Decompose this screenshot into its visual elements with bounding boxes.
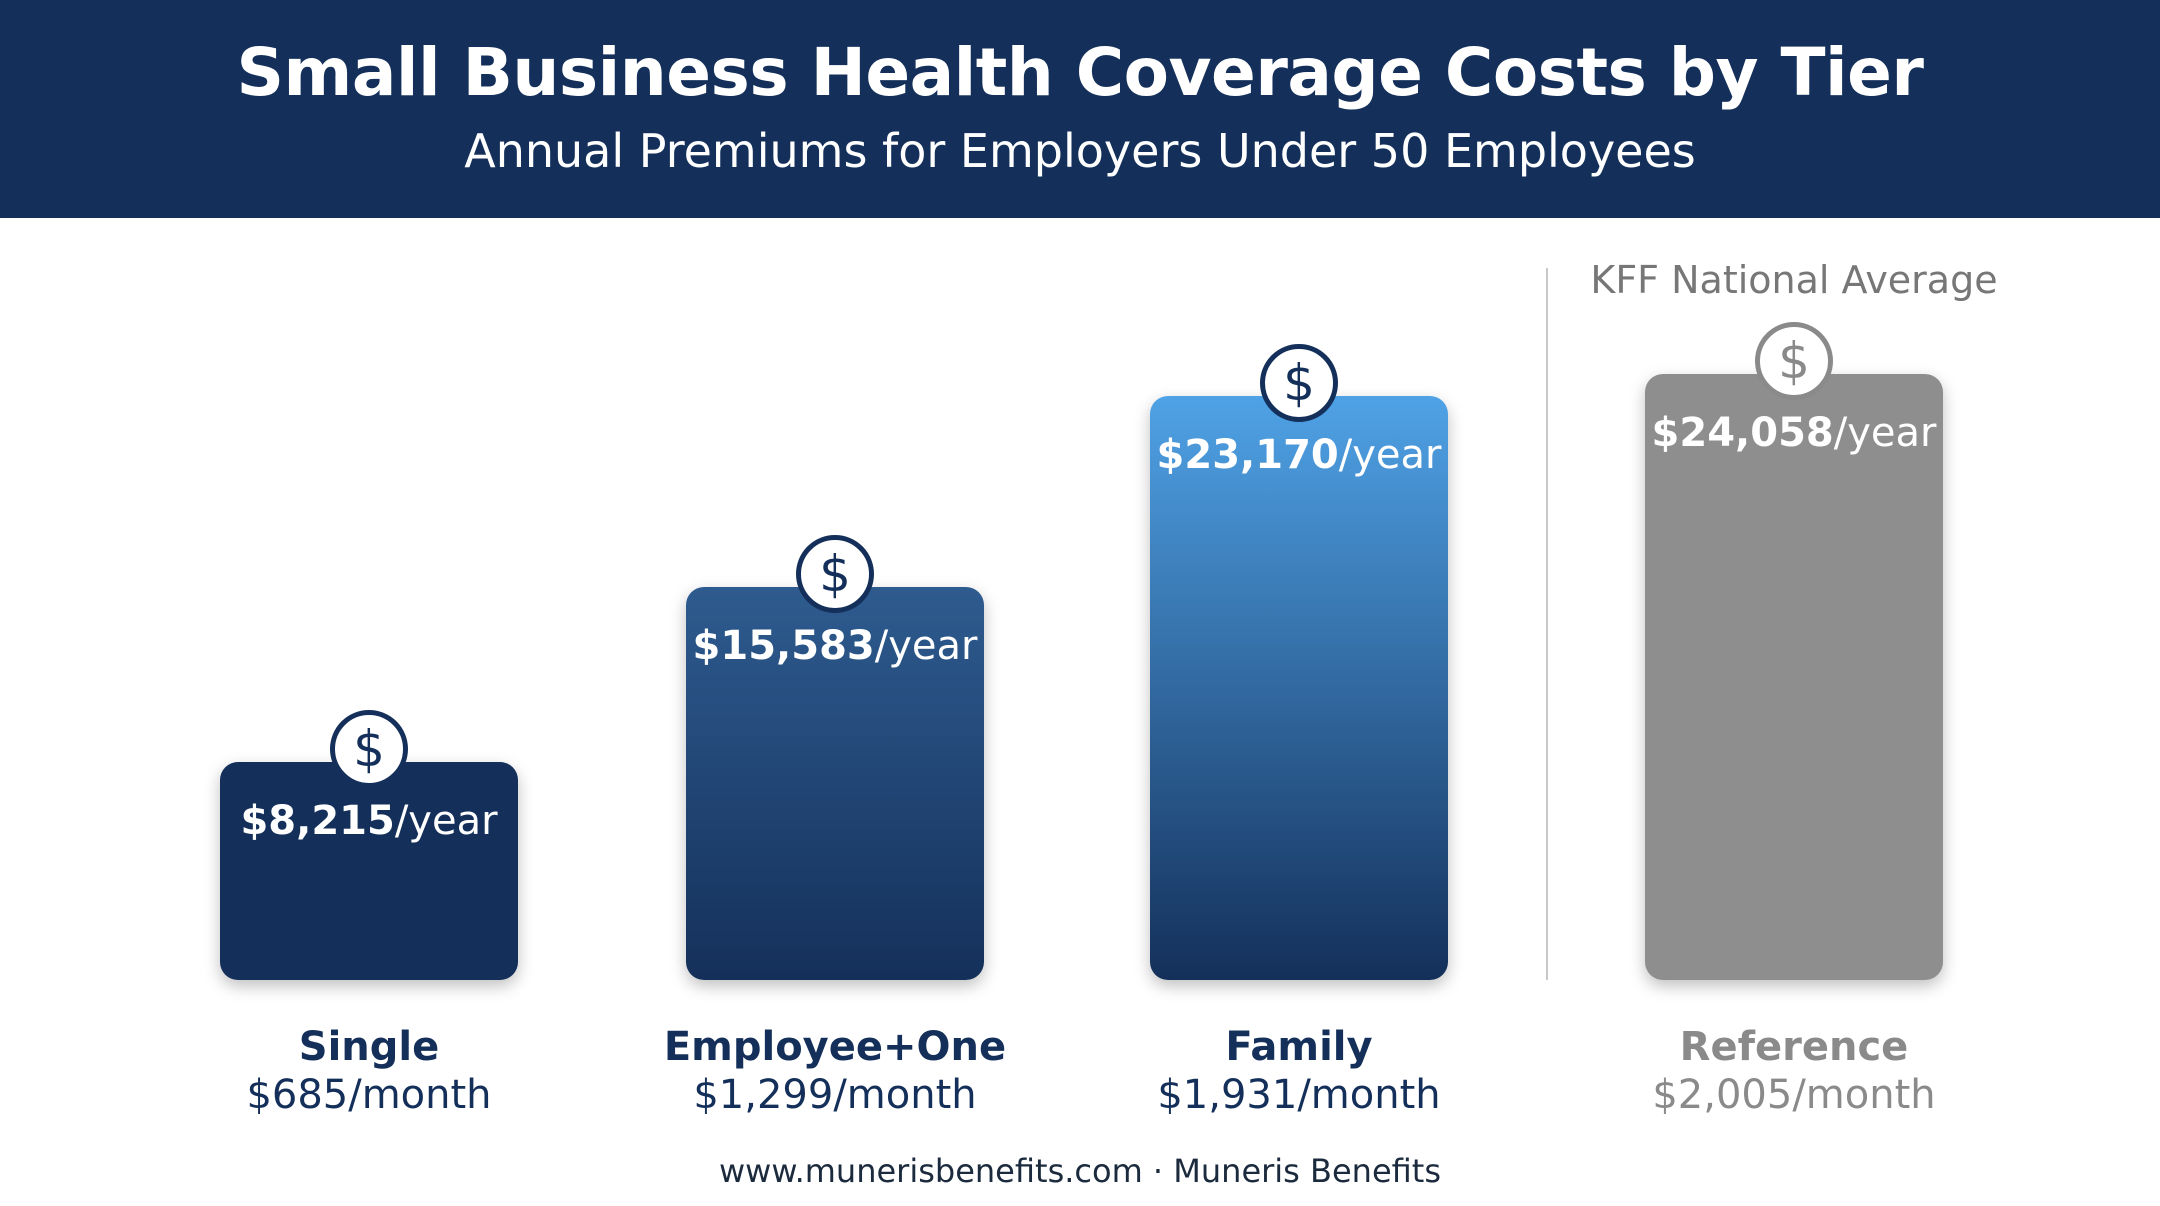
bar-value-amount: $23,170 [1156,432,1339,478]
bar-reference: $24,058/year [1645,373,1943,980]
bar-value-label: $23,170/year [1150,432,1448,478]
reference-divider [1546,268,1548,980]
monthly-cost-label: $1,299/month [693,1072,977,1118]
bar-value-label: $8,215/year [220,798,518,844]
reference-heading: KFF National Average [1590,258,1998,302]
bar-chart: $8,215/year $ Single $685/month $15,583/year… [0,218,2160,1138]
bar-value-label: $15,583/year [686,623,984,669]
bar-value-amount: $8,215 [240,798,395,844]
bar-value-amount: $15,583 [692,623,875,670]
chart-title: Small Business Health Coverage Costs by … [236,34,1924,111]
bar-value-unit: /year [1338,432,1442,478]
chart-subtitle: Annual Premiums for Employers Under 50 E… [464,124,1696,178]
bar-single: $8,215/year [220,762,518,980]
monthly-cost-label: $1,931/month [1157,1072,1441,1118]
category-label: Employee+One [663,1024,1007,1070]
chart-header: Small Business Health Coverage Costs by … [0,0,2160,218]
bar-family: $23,170/year [1150,396,1448,980]
category-label: Family [1225,1024,1373,1070]
monthly-cost-label: $2,005/month [1652,1072,1936,1118]
bar-employee-one: $15,583/year [686,587,984,980]
category-label: Single [298,1024,440,1070]
bar-value-unit: /year [874,623,978,670]
bar-value-label: $24,058/year [1645,410,1943,456]
dollar-coin-icon: $ [330,710,408,788]
category-label: Reference [1679,1024,1909,1070]
bar-value-unit: /year [1833,409,1937,456]
dollar-coin-icon: $ [1260,344,1338,422]
dollar-coin-icon: $ [796,535,874,614]
bar-value-unit: /year [394,798,498,844]
dollar-coin-icon: $ [1755,321,1833,400]
footer-source: www.munerisbenefits.com · Muneris Benefi… [719,1152,1441,1190]
bar-value-amount: $24,058 [1651,409,1834,456]
monthly-cost-label: $685/month [246,1072,492,1118]
